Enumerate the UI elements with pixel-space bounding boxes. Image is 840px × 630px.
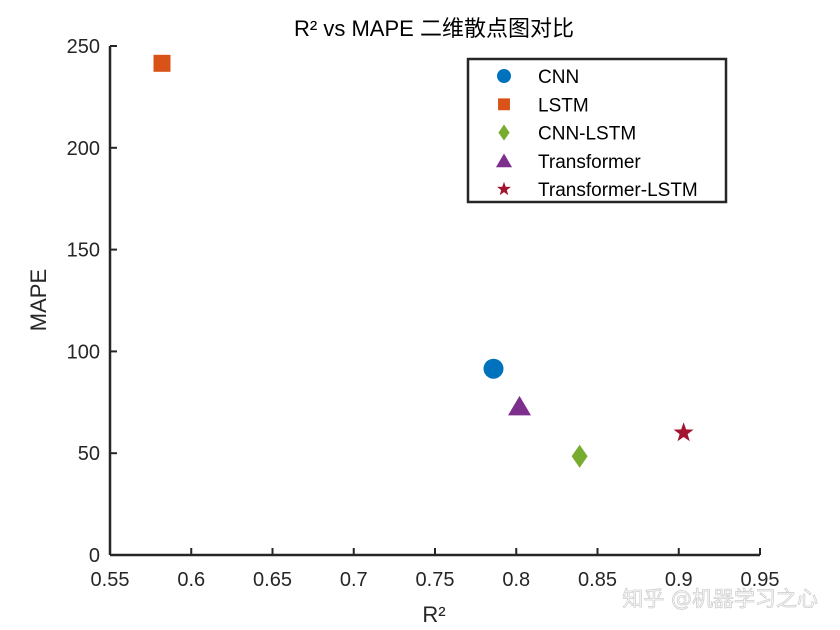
x-tick-label: 0.55 bbox=[91, 569, 130, 591]
plot-area bbox=[153, 54, 694, 468]
x-tick-label: 0.7 bbox=[340, 569, 368, 591]
data-point-lstm bbox=[153, 54, 171, 72]
y-tick-label: 150 bbox=[67, 240, 100, 262]
legend-label: Transformer bbox=[538, 152, 641, 173]
x-tick-label: 0.85 bbox=[578, 569, 617, 591]
legend-marker-cnn bbox=[497, 69, 511, 83]
legend-label: LSTM bbox=[538, 95, 589, 116]
x-axis-ticks: 0.55 0.6 0.65 0.7 0.75 0.8 0.85 0.9 0.95 bbox=[91, 548, 780, 591]
x-tick-label: 0.9 bbox=[665, 569, 693, 591]
y-tick-label: 0 bbox=[89, 545, 100, 567]
data-point-cnn bbox=[483, 358, 504, 379]
x-tick-label: 0.65 bbox=[253, 569, 292, 591]
legend-marker-transformer-lstm bbox=[497, 181, 511, 196]
legend-marker-lstm bbox=[498, 98, 510, 111]
legend-label: CNN bbox=[538, 67, 579, 88]
x-axis-title: R² bbox=[422, 602, 445, 627]
legend-label: CNN-LSTM bbox=[538, 124, 636, 145]
legend-marker-transformer bbox=[495, 153, 513, 168]
legend-items: CNN LSTM CNN-LSTM Transformer Transformer-LS… bbox=[495, 67, 698, 201]
y-tick-label: 100 bbox=[67, 341, 100, 363]
x-tick-label: 0.95 bbox=[741, 569, 780, 591]
chart-title: R² vs MAPE 二维散点图对比 bbox=[294, 16, 574, 41]
y-tick-label: 200 bbox=[67, 138, 100, 160]
y-axis-title: MAPE bbox=[26, 269, 51, 331]
legend-label: Transformer-LSTM bbox=[538, 180, 698, 201]
data-point-cnn-lstm bbox=[571, 444, 588, 468]
legend-marker-cnn-lstm bbox=[498, 124, 510, 141]
y-tick-label: 50 bbox=[78, 443, 100, 465]
y-axis-ticks: 0 50 100 150 200 250 bbox=[67, 36, 117, 567]
y-tick-label: 250 bbox=[67, 36, 100, 58]
x-tick-label: 0.75 bbox=[416, 569, 455, 591]
x-tick-label: 0.6 bbox=[177, 569, 205, 591]
data-point-transformer bbox=[508, 395, 531, 416]
data-point-transformer-lstm bbox=[673, 422, 694, 442]
x-tick-label: 0.8 bbox=[502, 569, 530, 591]
legend: CNN LSTM CNN-LSTM Transformer Transformer-LS… bbox=[466, 57, 728, 204]
legend-box bbox=[466, 57, 728, 204]
watermark: 知乎 @机器学习之心 bbox=[622, 587, 818, 611]
